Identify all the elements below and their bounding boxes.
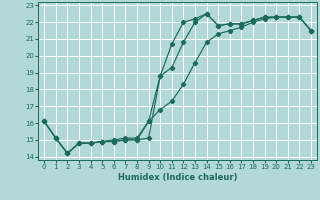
X-axis label: Humidex (Indice chaleur): Humidex (Indice chaleur) [118, 173, 237, 182]
